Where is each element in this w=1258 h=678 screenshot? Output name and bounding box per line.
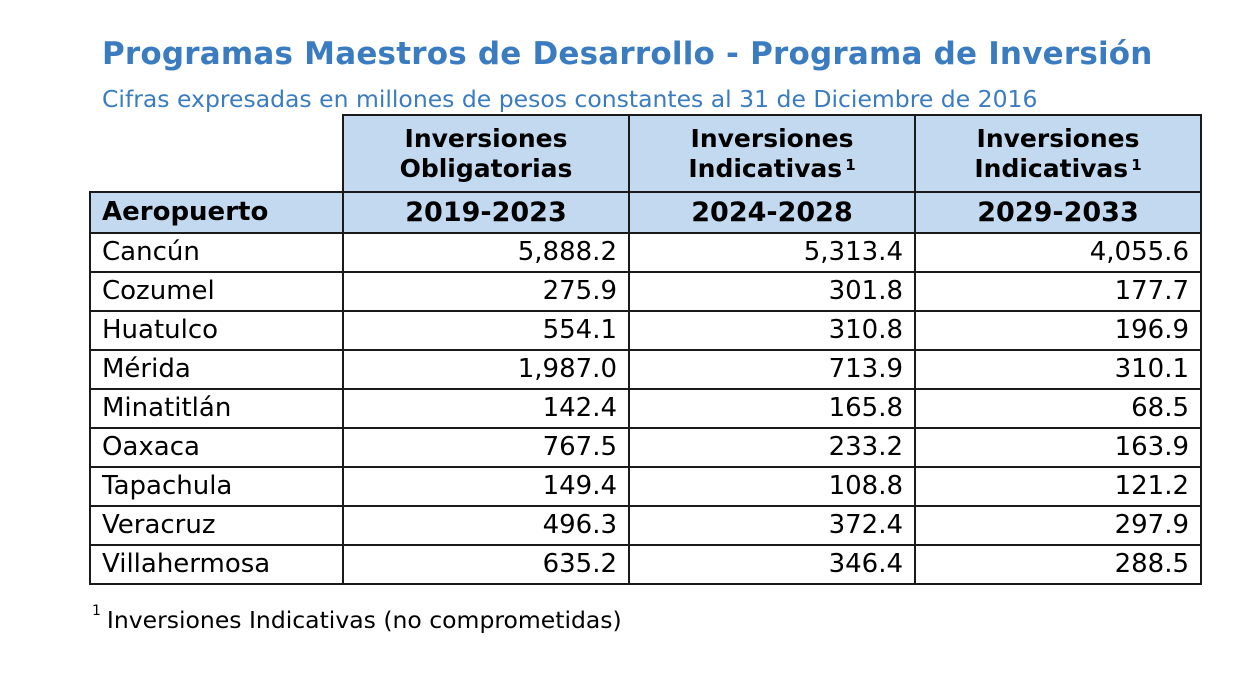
- period-header: 2029-2033: [914, 191, 1202, 234]
- value-cell: 297.9: [914, 505, 1202, 546]
- group-header-row: Inversiones Obligatorias Inversiones Ind…: [90, 114, 1202, 193]
- value-cell: 310.1: [914, 349, 1202, 390]
- period-header: 2019-2023: [342, 191, 630, 234]
- group-header-line1: Inversiones: [690, 123, 854, 153]
- group-header-line2: Obligatorias: [399, 153, 573, 183]
- value-cell: 275.9: [342, 271, 630, 312]
- airport-name-cell: Cozumel: [89, 271, 344, 312]
- table-row: Minatitlán 142.4 165.8 68.5: [89, 388, 1202, 429]
- group-header-line1: Inversiones: [976, 123, 1140, 153]
- investment-table: Inversiones Obligatorias Inversiones Ind…: [89, 114, 1202, 585]
- group-header-line2: Indicativas: [688, 153, 843, 183]
- value-cell: 496.3: [342, 505, 630, 546]
- table-row: Mérida 1,987.0 713.9 310.1: [89, 349, 1202, 390]
- value-cell: 5,888.2: [342, 232, 630, 273]
- table-row: Oaxaca 767.5 233.2 163.9: [89, 427, 1202, 468]
- value-cell: 121.2: [914, 466, 1202, 507]
- value-cell: 301.8: [628, 271, 916, 312]
- value-cell: 149.4: [342, 466, 630, 507]
- table-row: Villahermosa 635.2 346.4 288.5: [89, 544, 1202, 585]
- value-cell: 1,987.0: [342, 349, 630, 390]
- table-row: Veracruz 496.3 372.4 297.9: [89, 505, 1202, 546]
- airport-name-cell: Oaxaca: [89, 427, 344, 468]
- footnote: 1 Inversiones Indicativas (no comprometid…: [92, 603, 622, 634]
- value-cell: 5,313.4: [628, 232, 916, 273]
- group-header-line2: Indicativas: [974, 153, 1129, 183]
- group-header-indicativas-1: Inversiones Indicativas 1: [628, 114, 916, 193]
- value-cell: 4,055.6: [914, 232, 1202, 273]
- value-cell: 165.8: [628, 388, 916, 429]
- value-cell: 142.4: [342, 388, 630, 429]
- airport-name-cell: Mérida: [89, 349, 344, 390]
- table-row: Cancún 5,888.2 5,313.4 4,055.6: [89, 232, 1202, 273]
- value-cell: 177.7: [914, 271, 1202, 312]
- airport-name-cell: Huatulco: [89, 310, 344, 351]
- airport-name-cell: Veracruz: [89, 505, 344, 546]
- value-cell: 196.9: [914, 310, 1202, 351]
- value-cell: 346.4: [628, 544, 916, 585]
- table-row: Tapachula 149.4 108.8 121.2: [89, 466, 1202, 507]
- footnote-text: Inversiones Indicativas (no comprometida…: [106, 606, 622, 634]
- value-cell: 713.9: [628, 349, 916, 390]
- airport-name-cell: Minatitlán: [89, 388, 344, 429]
- group-header-line1: Inversiones: [404, 123, 568, 153]
- airport-name-cell: Cancún: [89, 232, 344, 273]
- value-cell: 635.2: [342, 544, 630, 585]
- value-cell: 372.4: [628, 505, 916, 546]
- airport-name-cell: Villahermosa: [89, 544, 344, 585]
- value-cell: 108.8: [628, 466, 916, 507]
- blank-corner-cell: [90, 115, 344, 193]
- footnote-marker: 1: [845, 155, 856, 174]
- footnote-marker: 1: [1131, 155, 1142, 174]
- footnote-marker: 1: [92, 603, 101, 619]
- page-subtitle: Cifras expresadas en millones de pesos c…: [102, 85, 1038, 113]
- value-cell: 288.5: [914, 544, 1202, 585]
- group-header-obligatorias: Inversiones Obligatorias: [342, 114, 630, 193]
- table-row: Huatulco 554.1 310.8 196.9: [89, 310, 1202, 351]
- table-row: Cozumel 275.9 301.8 177.7: [89, 271, 1202, 312]
- airport-name-cell: Tapachula: [89, 466, 344, 507]
- value-cell: 163.9: [914, 427, 1202, 468]
- value-cell: 233.2: [628, 427, 916, 468]
- value-cell: 767.5: [342, 427, 630, 468]
- airport-column-header: Aeropuerto: [89, 191, 344, 234]
- value-cell: 68.5: [914, 388, 1202, 429]
- period-header-row: Aeropuerto 2019-2023 2024-2028 2029-2033: [89, 191, 1202, 234]
- period-header: 2024-2028: [628, 191, 916, 234]
- value-cell: 310.8: [628, 310, 916, 351]
- group-header-indicativas-2: Inversiones Indicativas 1: [914, 114, 1202, 193]
- value-cell: 554.1: [342, 310, 630, 351]
- page-title: Programas Maestros de Desarrollo - Progr…: [102, 36, 1153, 72]
